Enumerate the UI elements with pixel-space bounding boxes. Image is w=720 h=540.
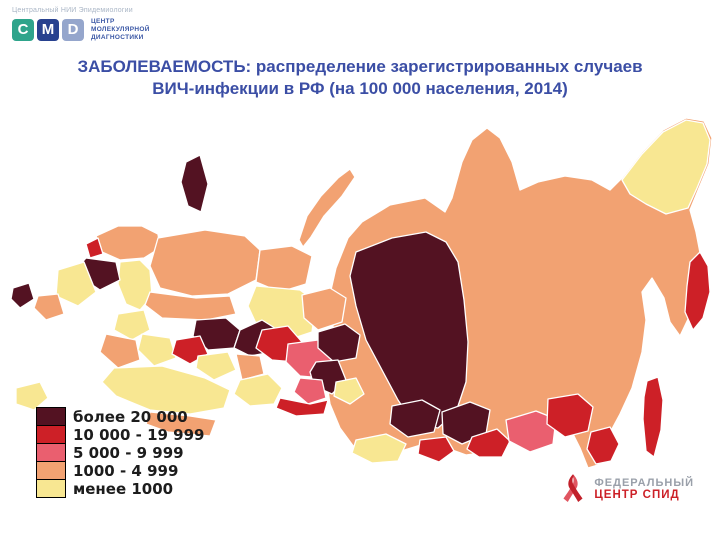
cmd-logo-subtitle: ЦЕНТР МОЛЕКУЛЯРНОЙ ДИАГНОСТИКИ [91, 18, 150, 41]
legend-swatch [36, 461, 66, 480]
legend-label: менее 1000 [73, 479, 174, 498]
legend-swatch [36, 407, 66, 426]
cmd-subtitle-line: МОЛЕКУЛЯРНОЙ [91, 25, 150, 33]
red-ribbon-icon [563, 474, 583, 502]
slide-title-line2: ВИЧ-инфекции в РФ (на 100 000 населения,… [152, 79, 568, 99]
map-regions-siberia-fareast [349, 119, 711, 465]
cmd-subtitle-line: ЦЕНТР [91, 18, 115, 25]
federal-logo-line1: ФЕДЕРАЛЬНЫЙ [594, 477, 694, 489]
legend-item: 10 000 - 19 999 [36, 425, 204, 444]
map-regions-urals [275, 287, 365, 417]
cmd-subtitle-line: ДИАГНОСТИКИ [91, 33, 144, 41]
federal-aids-center-logo: ФЕДЕРАЛЬНЫЙ ЦЕНТР СПИД [560, 472, 694, 506]
cmd-letter-box: M [37, 18, 59, 41]
map-regions-european-russia [10, 225, 333, 437]
legend-item: 1000 - 4 999 [36, 461, 204, 480]
legend-item: менее 1000 [36, 479, 204, 498]
cmd-logo: C M D ЦЕНТР МОЛЕКУЛЯРНОЙ ДИАГНОСТИКИ [12, 18, 150, 41]
federal-logo-text: ФЕДЕРАЛЬНЫЙ ЦЕНТР СПИД [594, 477, 694, 501]
legend-swatch [36, 425, 66, 444]
legend-swatch [36, 479, 66, 498]
cmd-letter-box: D [62, 18, 84, 41]
legend-label: 5 000 - 9 999 [73, 443, 184, 462]
legend-label: 1000 - 4 999 [73, 461, 179, 480]
cmd-letter-box: C [12, 18, 34, 41]
legend-item: более 20 000 [36, 407, 204, 426]
map-regions-islands [180, 154, 356, 248]
map-legend: более 20 000 10 000 - 19 999 5 000 - 9 9… [36, 407, 204, 498]
legend-swatch [36, 443, 66, 462]
slide-title: ЗАБОЛЕВАЕМОСТЬ: распределение зарегистри… [15, 56, 705, 101]
legend-label: 10 000 - 19 999 [73, 425, 205, 444]
legend-item: 5 000 - 9 999 [36, 443, 204, 462]
slide-title-line1: ЗАБОЛЕВАЕМОСТЬ: распределение зарегистри… [77, 57, 643, 76]
cni-epidemiology-text: Центральный НИИ Эпидемиологии [12, 7, 133, 14]
federal-logo-line2: ЦЕНТР СПИД [594, 489, 680, 501]
legend-label: более 20 000 [73, 407, 188, 426]
